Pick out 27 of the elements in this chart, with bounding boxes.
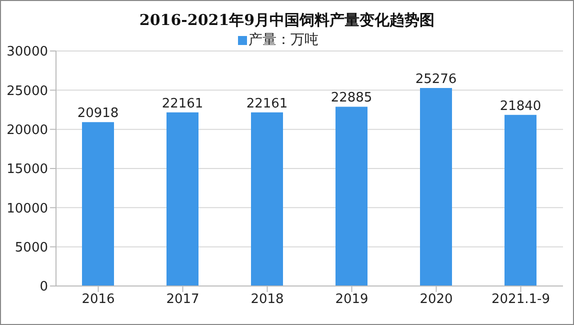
x-tick-label: 2020: [420, 292, 453, 308]
bar: [82, 122, 114, 286]
data-label: 21840: [500, 98, 542, 114]
x-tick-label: 2017: [166, 292, 200, 308]
data-label: 22161: [162, 96, 204, 112]
x-tick-label: 2021.1-9: [492, 292, 550, 308]
data-label: 22885: [330, 90, 372, 106]
y-tick-label: 0: [40, 280, 48, 295]
y-tick-label: 5000: [14, 240, 48, 256]
x-tick-label: 2019: [335, 292, 368, 308]
chart-title: 2016-2021年9月中国饲料产量变化趋势图: [138, 11, 436, 30]
bar: [251, 112, 283, 286]
data-label: 25276: [415, 72, 457, 88]
y-tick-label: 20000: [6, 122, 48, 138]
y-tick-label: 10000: [6, 201, 48, 216]
bar: [336, 106, 368, 286]
data-label: 20918: [77, 106, 119, 122]
bar: [166, 112, 198, 286]
y-tick-label: 15000: [6, 162, 48, 178]
bar: [420, 88, 452, 286]
x-tick-label: 2018: [250, 292, 284, 308]
x-tick-label: 2016: [82, 292, 115, 308]
y-tick-label: 25000: [6, 84, 48, 99]
data-label: 22161: [246, 96, 288, 112]
legend-label: 产量：万吨: [248, 31, 318, 49]
bar: [504, 114, 536, 286]
y-tick-label: 30000: [6, 44, 48, 60]
